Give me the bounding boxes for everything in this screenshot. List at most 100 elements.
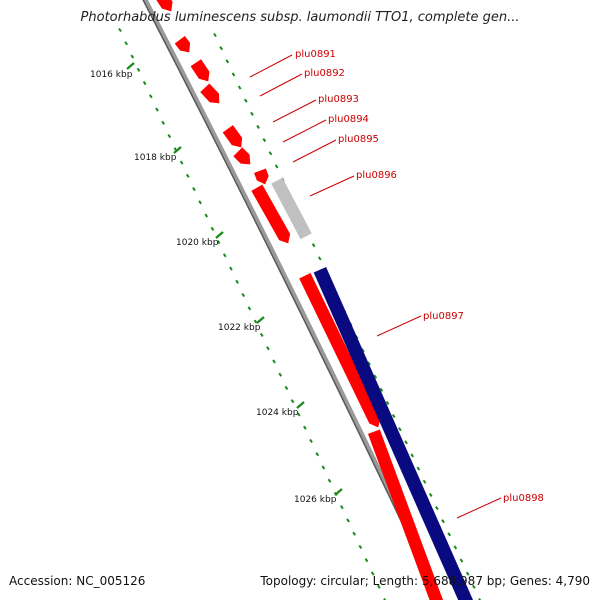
scale-tick-outer xyxy=(472,584,476,589)
scale-tick-inner xyxy=(352,531,357,536)
scale-tick-outer xyxy=(379,387,384,392)
scale-tick-major xyxy=(334,488,343,496)
scale-tick-outer xyxy=(311,243,316,248)
gene-label-leader xyxy=(272,99,317,123)
scale-tick-inner xyxy=(346,518,350,523)
scale-tick-inner xyxy=(130,54,135,59)
scale-tick-inner xyxy=(198,200,202,205)
gene-feature xyxy=(299,272,381,428)
scale-tick-outer xyxy=(447,532,452,537)
topology-text: Topology: circular; Length: 5,688,987 bp… xyxy=(260,574,590,588)
scale-tick-inner xyxy=(370,571,375,576)
scale-tick-major xyxy=(215,231,224,239)
gene-label-leader xyxy=(259,73,303,97)
scale-tick-major xyxy=(126,62,135,70)
scale-tick-outer xyxy=(428,492,433,497)
gene-label: plu0891 xyxy=(295,49,336,60)
gene-label: plu0898 xyxy=(503,493,544,504)
scale-tick-inner xyxy=(364,558,369,563)
gene-label-leader xyxy=(309,175,355,197)
scale-label: 1022 kbp xyxy=(218,323,261,333)
scale-tick-inner xyxy=(124,41,128,46)
scale-tick-inner xyxy=(241,293,246,298)
scale-tick-inner xyxy=(303,425,307,430)
scale-tick-inner xyxy=(161,120,165,125)
gene-labels: plu0891 plu0892 plu0893 plu0894 plu0895 plu08… xyxy=(249,49,544,519)
scale-tick-outer xyxy=(435,505,439,511)
scale-tick-inner xyxy=(327,478,332,483)
scale-tick-outer xyxy=(416,466,421,471)
gene-feature xyxy=(174,35,191,53)
scale-tick-inner xyxy=(340,505,344,510)
gene-feature xyxy=(367,429,445,604)
scale-tick-major xyxy=(256,316,265,324)
scale-tick-inner xyxy=(315,452,320,457)
scale-tick-inner xyxy=(155,107,159,112)
scale-tick-inner xyxy=(192,187,196,192)
scale-tick-outer xyxy=(453,545,458,550)
scale-tick-outer xyxy=(225,59,230,64)
scale-tick-outer xyxy=(465,571,470,576)
gene-label: plu0892 xyxy=(304,68,345,79)
scale-tick-inner xyxy=(216,240,221,245)
scale-tick-inner xyxy=(278,372,283,377)
scale-tick-outer xyxy=(367,361,371,366)
gene-feature xyxy=(313,266,475,604)
scale-tick-inner xyxy=(142,80,147,86)
scale-label: 1018 kbp xyxy=(134,153,177,163)
scale-tick-inner xyxy=(253,319,258,324)
scale-tick-inner xyxy=(309,438,313,443)
gene-feature xyxy=(190,59,210,82)
scale-tick-inner xyxy=(118,27,122,33)
scale-tick-outer xyxy=(398,427,402,432)
scale-tick-outer xyxy=(219,46,223,51)
scale-tick-inner xyxy=(321,465,326,470)
scale-tick-inner xyxy=(210,226,215,231)
gene-label-leader xyxy=(376,315,422,337)
scale-label: 1026 kbp xyxy=(294,495,337,505)
scale-tick-inner xyxy=(148,94,153,99)
gene-label-leader xyxy=(292,139,337,163)
scale-tick-inner xyxy=(284,385,289,390)
scale-tick-inner xyxy=(136,67,141,72)
scale-tick-outer xyxy=(274,164,279,169)
scale-tick-inner xyxy=(296,412,301,417)
gene-feature xyxy=(233,147,251,165)
scale-tick-outer xyxy=(250,111,254,116)
scale-tick-outer xyxy=(237,85,242,90)
scale-tick-inner xyxy=(247,306,252,311)
gene-feature xyxy=(222,125,243,148)
gene-label: plu0897 xyxy=(423,311,464,322)
scale-ticks xyxy=(118,27,482,603)
map-title: Photorhabdus luminescens subsp. laumondi… xyxy=(80,10,520,25)
scale-tick-inner xyxy=(272,359,276,364)
scale-tick-inner xyxy=(377,584,381,589)
accession-text: Accession: NC_005126 xyxy=(9,574,146,588)
scale-tick-inner xyxy=(259,332,264,337)
gene-features xyxy=(156,0,475,604)
gene-label: plu0896 xyxy=(356,170,397,181)
scale-tick-major xyxy=(173,146,182,154)
scale-tick-inner xyxy=(185,173,190,178)
scale-tick-outer xyxy=(317,256,322,261)
scale-tick-inner xyxy=(266,346,270,351)
scale-labels: 1016 kbp 1018 kbp 1020 kbp 1022 kbp 1024 kbp… xyxy=(90,70,337,505)
scale-label: 1020 kbp xyxy=(176,238,219,248)
scale-tick-outer xyxy=(231,72,236,77)
gene-label-leader xyxy=(456,497,502,519)
gene-feature xyxy=(156,0,173,12)
scale-tick-outer xyxy=(410,453,415,458)
gene-feature xyxy=(200,83,220,104)
gene-feature xyxy=(254,168,269,185)
scale-tick-outer xyxy=(262,138,267,143)
gene-label-leader xyxy=(282,119,327,143)
scale-tick-outer xyxy=(441,519,445,524)
scale-tick-outer xyxy=(243,98,248,103)
scale-tick-inner xyxy=(167,133,172,139)
scale-tick-inner xyxy=(235,279,239,284)
scale-tick-inner xyxy=(204,213,209,218)
scale-tick-inner xyxy=(179,160,184,165)
scale-tick-outer xyxy=(268,151,273,156)
